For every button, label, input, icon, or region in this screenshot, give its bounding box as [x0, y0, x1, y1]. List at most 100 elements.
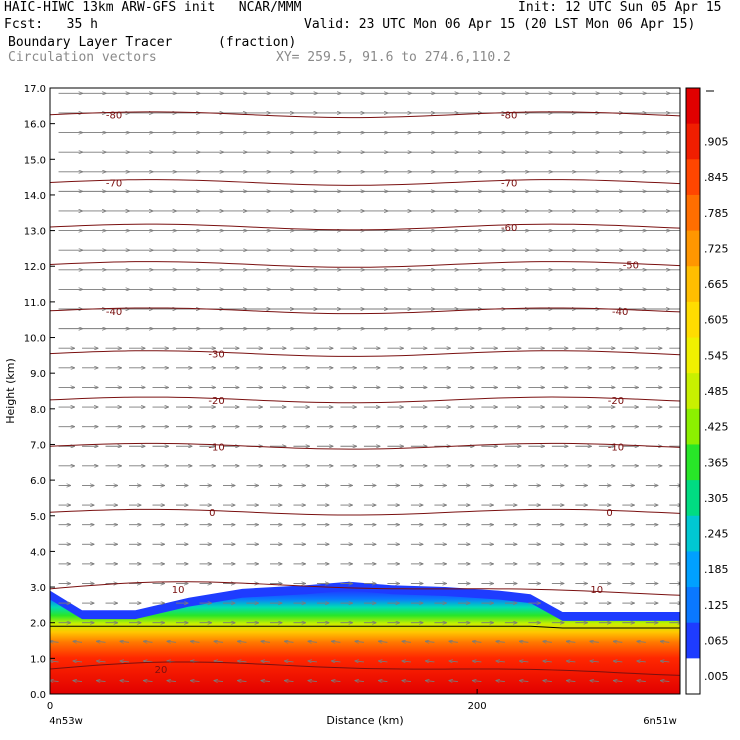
circulation-vector: [355, 681, 364, 682]
xy-range: XY= 259.5, 91.6 to 274.6,110.2: [276, 50, 511, 65]
circulation-vector: [284, 681, 294, 682]
y-tick-label: 7.0: [30, 440, 46, 451]
y-tick-label: 11.0: [24, 298, 46, 309]
circulation-vector: [331, 661, 341, 662]
temperature-contour-label: 10: [172, 585, 185, 596]
temperature-contour: [50, 261, 680, 268]
circulation-vector: [519, 681, 529, 682]
plot-frame: [49, 87, 681, 695]
temperature-contour: [50, 661, 680, 676]
circulation-vector: [308, 641, 317, 642]
circulation-vector: [237, 681, 247, 682]
circulation-vector: [613, 661, 623, 662]
circulation-vector: [355, 641, 364, 642]
field-name: Boundary Layer Tracer: [8, 35, 173, 50]
circulation-vector: [590, 661, 599, 662]
circulation-vector: [50, 661, 59, 662]
circulation-vector: [73, 661, 83, 662]
circulation-vector: [637, 641, 646, 642]
colorbar-label: .245: [704, 528, 729, 541]
circulation-vector: [331, 641, 341, 642]
circulation-vector: [97, 661, 106, 662]
temperature-contour-label: 10: [590, 585, 603, 596]
temperature-contour-label: -50: [623, 260, 639, 271]
circulation-vector: [190, 681, 200, 682]
circulation-vector: [472, 661, 482, 662]
temperature-contour-label: 0: [606, 508, 612, 519]
circulation-vector: [449, 681, 458, 682]
boundary-layer-tracer-fill: [50, 581, 680, 694]
temperature-contour-label: -40: [106, 307, 122, 318]
circulation-vector: [402, 681, 411, 682]
circulation-vector: [97, 641, 106, 642]
temperature-contour-label: -70: [501, 178, 517, 189]
colorbar-swatch: [686, 230, 700, 267]
temperature-contour: [50, 442, 680, 450]
x-right-location: 6n51w: [643, 716, 677, 727]
circulation-vector: [496, 661, 505, 662]
circulation-vectors: [50, 93, 680, 682]
colorbar-swatch: [686, 373, 700, 410]
colorbar-swatch: [686, 622, 700, 659]
x-left-location: 4n53w: [49, 716, 83, 727]
circulation-vector: [261, 641, 271, 642]
circulation-vector: [566, 661, 576, 662]
bl-top-line: [50, 625, 680, 629]
x-axis: Distance (km) 4n53w 6n51w 0 200: [47, 689, 677, 727]
colorbar-swatch: [686, 266, 700, 303]
valid-time: Valid: 23 UTC Mon 06 Apr 15 (20 LST Mon …: [304, 17, 696, 32]
circulation-vector: [637, 661, 646, 662]
colorbar-label: .125: [704, 599, 729, 612]
circulation-vector: [402, 661, 411, 662]
circulation-vector: [214, 641, 224, 642]
colorbar-swatch: [686, 444, 700, 481]
temperature-contour-label: -80: [501, 111, 517, 122]
x-tick-label: 0: [47, 701, 53, 712]
colorbar-swatch: [686, 159, 700, 196]
colorbar-label: .005: [704, 670, 729, 683]
temperature-contour: [50, 307, 680, 315]
y-tick-label: 3.0: [30, 583, 46, 594]
circulation-vector: [566, 641, 576, 642]
circulation-vector: [425, 681, 435, 682]
colorbar-label: .365: [704, 456, 729, 469]
colorbar-label: .665: [704, 278, 729, 291]
colorbar-swatch: [686, 480, 700, 517]
colorbar-label: .905: [704, 135, 729, 148]
circulation-vector: [144, 661, 153, 662]
circulation-vector: [284, 661, 294, 662]
circulation-vector: [425, 641, 435, 642]
y-tick-label: 12.0: [24, 262, 46, 273]
chart-title: HAIC-HIWC 13km ARW-GFS init NCAR/MMM: [4, 0, 302, 15]
y-tick-label: 13.0: [24, 227, 46, 238]
y-tick-label: 8.0: [30, 405, 46, 416]
circulation-vector: [425, 661, 435, 662]
temperature-contour: [50, 111, 680, 119]
circulation-vector: [637, 681, 646, 682]
tracer-body: [50, 590, 680, 694]
circulation-vector: [308, 661, 317, 662]
colorbar-label: .425: [704, 421, 729, 434]
circulation-vector: [543, 681, 552, 682]
circulation-vector: [472, 681, 482, 682]
circulation-vector: [308, 681, 317, 682]
y-tick-label: 2.0: [30, 619, 46, 630]
temperature-contour-label: 20: [155, 665, 168, 676]
circulation-vector: [378, 661, 388, 662]
circulation-vector: [543, 661, 552, 662]
temperature-contour-label: -80: [106, 111, 122, 122]
circulation-vector: [378, 641, 388, 642]
y-axis: 0.0 1.0 2.0 3.0 4.0 5.0 6.0 7.0 8.0 9.0 10.0 11.0 12…: [24, 84, 55, 701]
circulation-vector: [190, 641, 200, 642]
circulation-vector: [50, 641, 59, 642]
y-tick-label: 5.0: [30, 512, 46, 523]
circulation-vector: [519, 641, 529, 642]
circulation-vector: [237, 661, 247, 662]
circulation-vector: [144, 641, 153, 642]
temperature-contour-label: -20: [608, 396, 624, 407]
circulation-vector: [120, 641, 130, 642]
y-tick-label: 15.0: [24, 155, 46, 166]
colorbar-swatch: [686, 88, 700, 125]
y-tick-label: 17.0: [24, 84, 46, 95]
forecast-hour: Fcst: 35 h: [4, 17, 98, 32]
